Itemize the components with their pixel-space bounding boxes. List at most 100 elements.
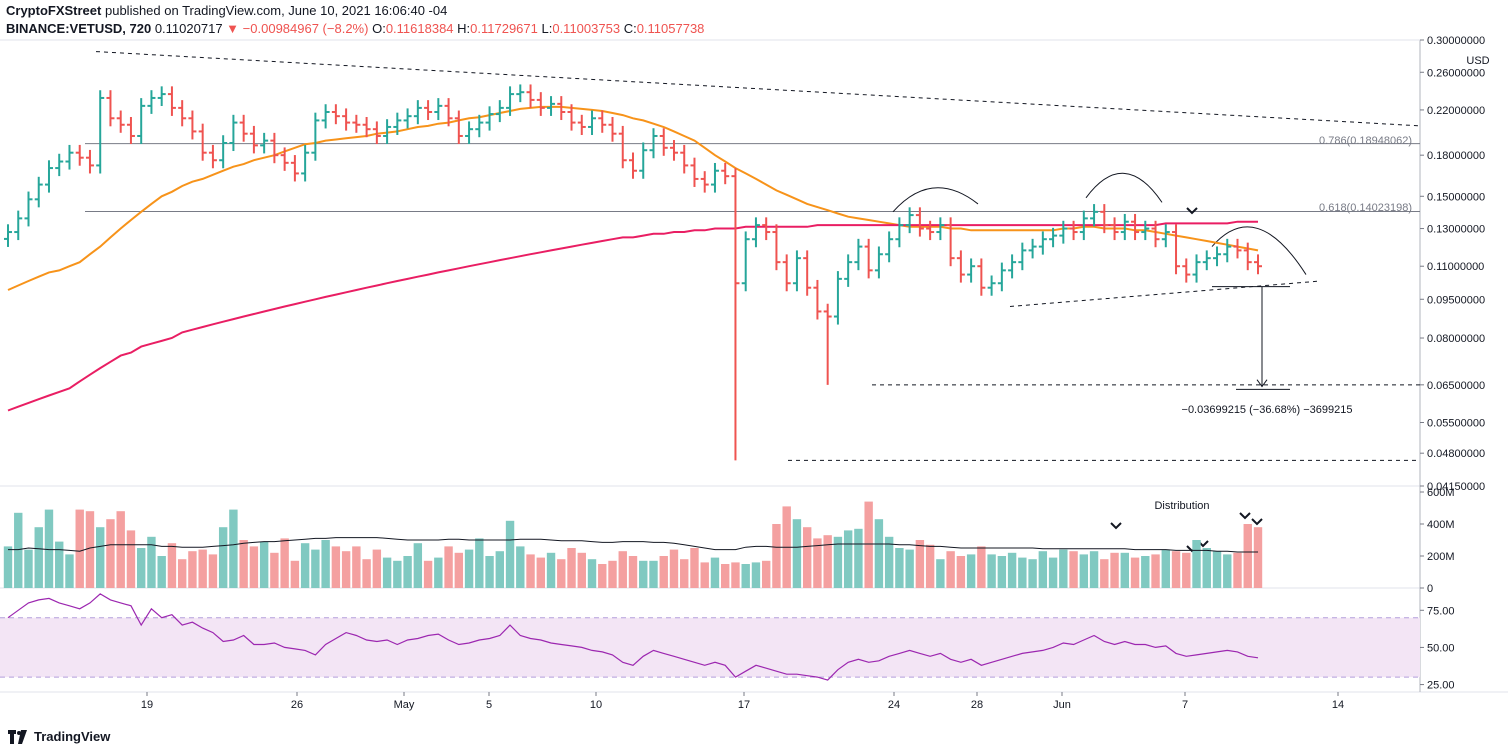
ohlc-bar xyxy=(905,207,914,234)
ohlc-bar xyxy=(1008,254,1017,279)
ohlc-bar xyxy=(1100,204,1109,234)
volume-bar xyxy=(1212,551,1222,588)
ohlc-bar xyxy=(967,258,976,283)
ohlc-bar xyxy=(280,147,289,171)
volume-bar xyxy=(454,552,464,588)
ohlc-bar xyxy=(229,114,238,152)
volume-bar xyxy=(649,560,658,588)
time-tick-label: 10 xyxy=(590,699,602,711)
volume-bar xyxy=(382,557,392,588)
volume-bar xyxy=(1059,549,1068,588)
volume-bar xyxy=(126,530,136,588)
right-shoulder-arc xyxy=(1211,226,1307,275)
ohlc-bar xyxy=(290,155,299,182)
volume-ma-line xyxy=(8,537,1258,553)
ohlc-bar xyxy=(383,119,392,145)
distribution-annotation: Distribution xyxy=(1154,500,1209,512)
volume-bar xyxy=(587,559,597,588)
volume-bar xyxy=(485,556,494,588)
ohlc-bar xyxy=(710,162,719,193)
ohlc-bar xyxy=(219,135,228,169)
volume-bar xyxy=(1151,554,1160,588)
volume-bar xyxy=(1202,548,1211,588)
volume-bar xyxy=(1079,554,1089,588)
volume-bar xyxy=(526,554,535,588)
ohlc-bar xyxy=(567,104,576,131)
volume-bar xyxy=(1223,554,1232,588)
volume-bar xyxy=(372,549,382,588)
volume-bar xyxy=(434,557,443,588)
volume-bar xyxy=(813,538,822,588)
ohlc-bar xyxy=(608,116,617,142)
ohlc-bar xyxy=(874,246,883,279)
volume-bar xyxy=(106,519,115,588)
volume-bar xyxy=(259,541,269,588)
ohlc-bar xyxy=(475,114,484,138)
volume-bar xyxy=(741,564,750,588)
ohlc-bar xyxy=(751,217,760,248)
ohlc-bar xyxy=(137,98,146,145)
volume-bar xyxy=(136,548,146,588)
ohlc-bar xyxy=(557,96,566,121)
ohlc-bar xyxy=(424,100,433,121)
volume-bar xyxy=(198,549,207,588)
ohlc-bar xyxy=(1182,258,1191,283)
volume-bar xyxy=(1028,559,1037,588)
publisher-name[interactable]: CryptoFXStreet xyxy=(6,3,102,18)
tradingview-footer[interactable]: TradingView xyxy=(8,729,110,744)
volume-tick-label: 0 xyxy=(1427,583,1433,595)
ohlc-bar xyxy=(782,254,791,292)
volume-bar xyxy=(1007,552,1017,588)
chart-frame xyxy=(0,39,1508,693)
ohlc-bars xyxy=(4,84,1262,461)
volume-bar xyxy=(546,552,556,588)
measure-arrow-head xyxy=(1256,379,1268,388)
ohlc-bar xyxy=(352,114,361,133)
volume-bar xyxy=(321,540,330,588)
volume-bar xyxy=(843,530,853,588)
volume-bar xyxy=(659,556,668,588)
ohlc-bar xyxy=(977,258,986,296)
ohlc-bar xyxy=(321,104,330,129)
volume-bar xyxy=(505,520,515,588)
ohlc-bar xyxy=(301,144,310,182)
ohlc-bar xyxy=(34,176,43,208)
ohlc-bar xyxy=(1038,231,1047,255)
ohlc-bar xyxy=(731,168,740,461)
volume-bar xyxy=(116,511,125,588)
price-tick-label: 0.11000000 xyxy=(1427,261,1484,273)
low-value: 0.11003753 xyxy=(552,21,621,36)
volume-tick-label: 400M xyxy=(1427,519,1455,531)
volume-bar xyxy=(1253,527,1263,588)
rsi-tick-label: 50.00 xyxy=(1427,642,1455,654)
symbol-line: BINANCE:VETUSD, 720 0.11020717 ▼ −0.0098… xyxy=(6,21,704,36)
volume-bar xyxy=(710,557,720,588)
ohlc-bar xyxy=(4,224,12,247)
ohlc-bar xyxy=(372,121,381,145)
volume-tick-label: 600M xyxy=(1427,487,1455,499)
volume-bar xyxy=(1130,557,1140,588)
ohlc-bar xyxy=(588,110,597,135)
ohlc-bar xyxy=(393,112,402,135)
volume-bar xyxy=(14,512,23,588)
ohlc-bar xyxy=(700,171,709,193)
ohlc-bar xyxy=(208,144,217,169)
volume-bar xyxy=(34,527,43,588)
volume-bar xyxy=(341,551,351,588)
ohlc-bar xyxy=(403,108,412,129)
volume-bar xyxy=(567,548,576,588)
ohlc-bar xyxy=(116,110,125,133)
volume-bar xyxy=(300,543,310,588)
ohlc-bar xyxy=(1161,224,1170,248)
symbol-label: BINANCE:VETUSD, 720 xyxy=(6,21,152,36)
volume-bar xyxy=(157,556,166,588)
ohlc-bar xyxy=(639,142,648,179)
ohlc-bar xyxy=(157,86,166,106)
left-shoulder-arc xyxy=(892,187,979,213)
rsi-tick-label: 25.00 xyxy=(1427,680,1455,692)
price-tick-label: 0.26000000 xyxy=(1427,67,1485,79)
volume-bar xyxy=(96,527,105,588)
ohlc-bar xyxy=(434,98,443,121)
ohlc-bar xyxy=(1172,224,1181,275)
